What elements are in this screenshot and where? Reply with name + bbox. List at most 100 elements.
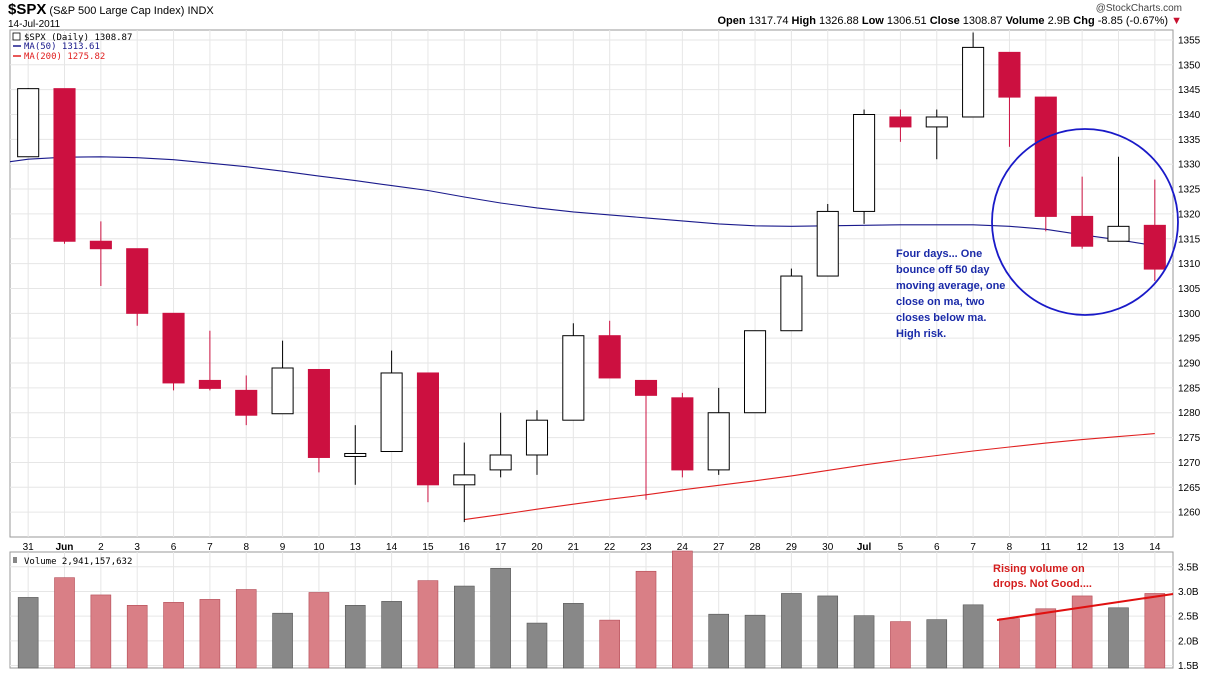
price-tick-label: 1300	[1178, 309, 1201, 320]
x-tick-label: 11	[1041, 542, 1052, 553]
x-tick-label: 7	[970, 542, 976, 553]
candle	[562, 323, 585, 421]
price-tick-label: 1320	[1178, 209, 1201, 220]
legend-ma50: MA(50) 1313.61	[24, 42, 100, 52]
volume-bar	[635, 570, 657, 669]
candle	[634, 379, 658, 500]
candle-body	[998, 51, 1021, 98]
index-name: (S&P 500 Large Cap Index)	[49, 5, 185, 17]
candle	[380, 350, 403, 453]
chart-date: 14-Jul-2011	[8, 19, 61, 30]
price-tick-label: 1275	[1178, 433, 1201, 444]
candle	[744, 330, 767, 414]
candle-body	[380, 372, 403, 453]
candle	[925, 109, 948, 160]
candle-body	[453, 474, 476, 486]
chg-value: -8.85 (-0.67%)	[1097, 15, 1169, 27]
x-tick-label: 16	[459, 542, 471, 553]
title-row: $SPX (S&P 500 Large Cap Index) INDX	[8, 2, 214, 19]
candle	[17, 88, 40, 158]
price-tick-label: 1345	[1178, 85, 1201, 96]
volume-tick-label: 3.0B	[1178, 587, 1199, 598]
candle-body	[707, 412, 730, 471]
candle-body	[671, 397, 694, 471]
ticker-symbol: $SPX	[8, 1, 47, 18]
candle	[235, 375, 258, 426]
volume-bar	[926, 619, 948, 669]
candle	[344, 425, 367, 485]
candle-body	[307, 368, 330, 458]
volume-bar	[417, 580, 439, 669]
volume-note: Rising volume on drops. Not Good....	[993, 563, 1092, 590]
volume-bar	[817, 595, 839, 669]
x-tick-label: 14	[386, 542, 398, 553]
candle	[489, 412, 512, 478]
volume-trend-line	[996, 593, 1174, 621]
x-tick-label: 13	[350, 542, 362, 553]
close-label: Close	[929, 15, 960, 27]
candle	[998, 51, 1021, 147]
circle-note-line: moving average, one	[896, 280, 1005, 292]
volume-bar	[672, 550, 693, 669]
volume-bar	[235, 589, 257, 669]
volume-bar	[126, 605, 148, 669]
candle	[889, 109, 912, 142]
candle-body	[816, 210, 839, 277]
candle-body	[525, 419, 549, 456]
x-tick-label: Jun	[56, 542, 74, 553]
x-tick-label: 31	[23, 542, 35, 553]
x-tick-label: 17	[495, 542, 507, 553]
volume-bar	[599, 619, 620, 669]
volume-bar	[1035, 608, 1057, 669]
candle-body	[344, 452, 367, 457]
price-tick-label: 1260	[1178, 508, 1201, 519]
volume-bars	[17, 550, 1166, 669]
open-label: Open	[717, 15, 746, 27]
candle	[126, 248, 149, 326]
price-tick-label: 1325	[1178, 185, 1201, 196]
x-tick-label: 28	[749, 542, 761, 553]
x-tick-label: 6	[934, 542, 940, 553]
candle	[1071, 176, 1094, 249]
volume-tick-label: 2.0B	[1178, 636, 1199, 647]
volume-bar	[781, 593, 802, 669]
low-value: 1306.51	[886, 15, 927, 27]
x-tick-label: 23	[640, 542, 652, 553]
volume-label: Volume	[1005, 15, 1045, 27]
volume-value: 2.9B	[1047, 15, 1071, 27]
price-tick-label: 1335	[1178, 135, 1201, 146]
chart-header: $SPX (S&P 500 Large Cap Index) INDX 14-J…	[8, 2, 214, 31]
legend-volume: Volume 2,941,157,632	[24, 557, 132, 567]
price-tick-label: 1330	[1178, 160, 1201, 171]
x-tick-label: 3	[134, 542, 140, 553]
ohlc-stats: Open 1317.74 High 1326.88 Low 1306.51 Cl…	[717, 15, 1182, 27]
candle-body	[598, 335, 621, 379]
candle-body	[1143, 224, 1166, 270]
volume-note-line: Rising volume on	[993, 563, 1085, 575]
x-tick-label: 30	[822, 542, 834, 553]
candle-body	[17, 88, 40, 158]
candle	[1143, 179, 1166, 282]
volume-bar	[163, 602, 184, 669]
volume-bar	[90, 594, 112, 669]
volume-bar	[54, 577, 75, 669]
candle-body	[416, 372, 439, 486]
candle	[453, 442, 476, 523]
volume-tick-label: 1.5B	[1178, 661, 1199, 672]
candle-body	[271, 367, 294, 415]
ma200-line	[464, 433, 1155, 521]
x-tick-label: 15	[422, 542, 434, 553]
price-tick-label: 1285	[1178, 383, 1201, 394]
source-credit[interactable]: @StockCharts.com	[1095, 3, 1182, 14]
candle-body	[1071, 215, 1094, 247]
candle	[671, 392, 694, 478]
volume-bar	[563, 603, 584, 669]
legend-ma200: MA(200) 1275.82	[24, 52, 105, 62]
volume-note-line: drops. Not Good....	[993, 578, 1092, 590]
circle-note-line: closes below ma.	[896, 312, 986, 324]
x-tick-label: 7	[207, 542, 213, 553]
candle-body	[962, 46, 985, 118]
volume-bar	[199, 599, 221, 669]
price-axis-labels: 1260 1265 1270 1275 1280 1285 1290 1295 1300 1305…	[1178, 35, 1201, 518]
